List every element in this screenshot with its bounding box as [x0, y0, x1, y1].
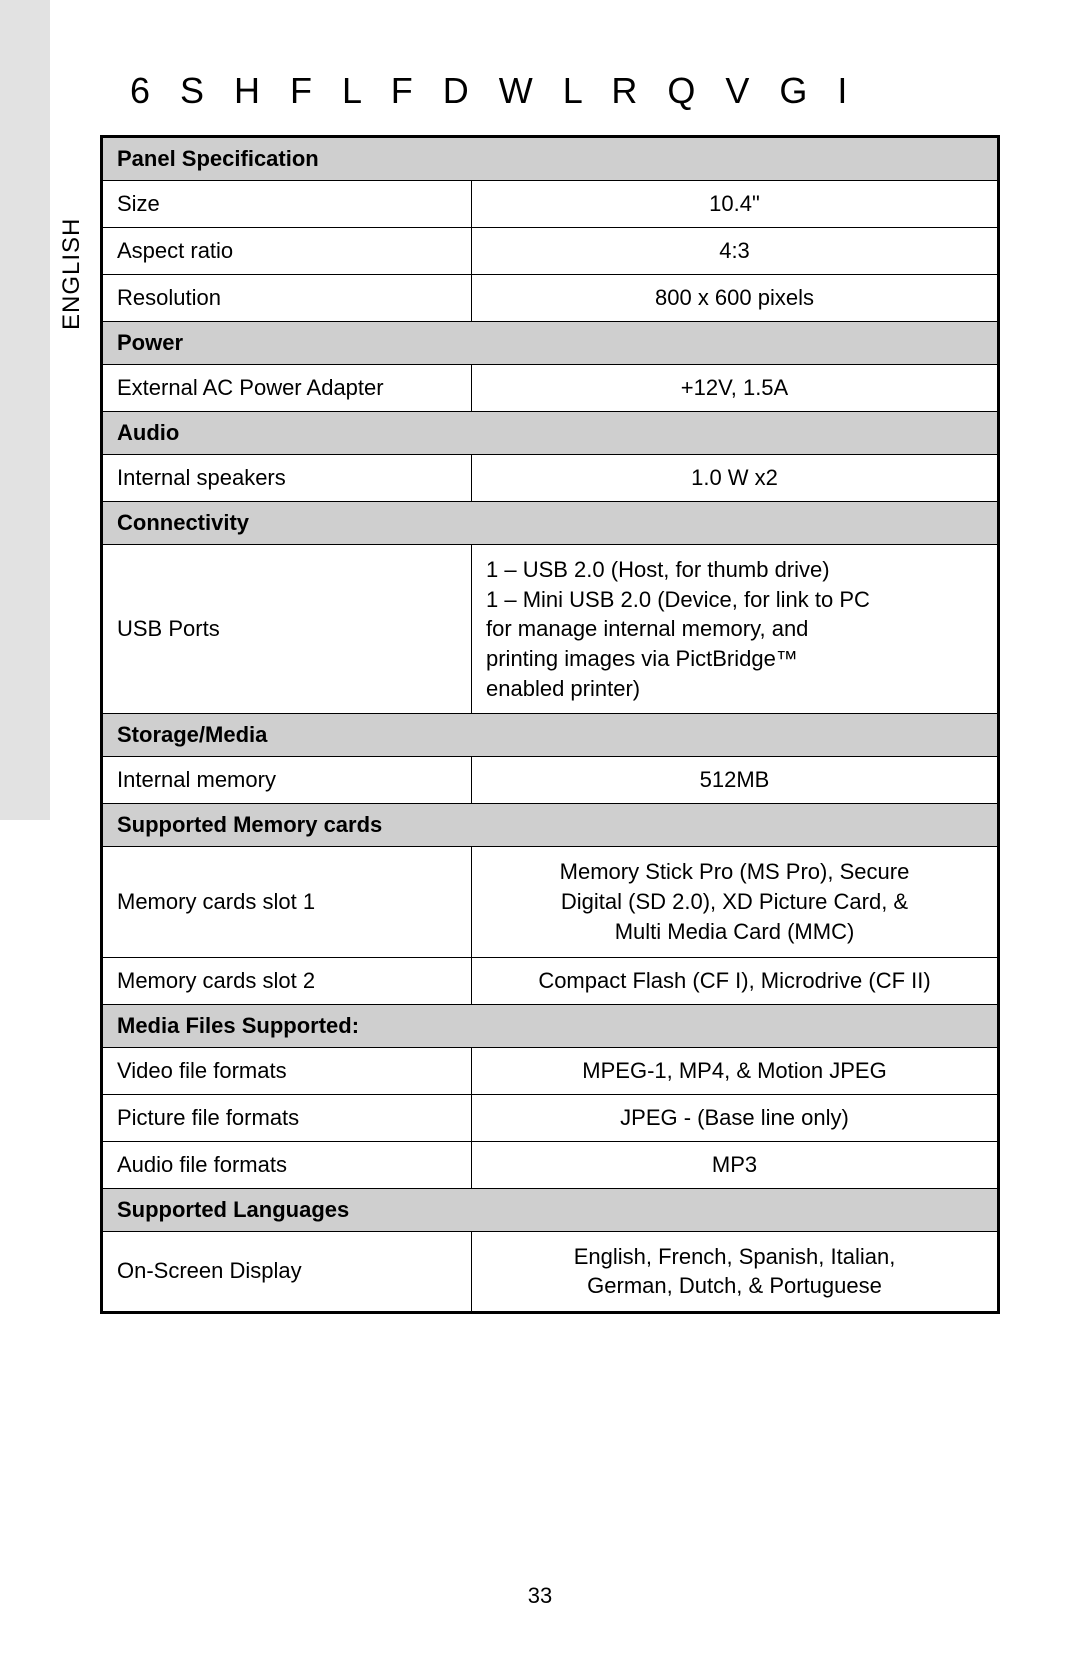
spec-value: English, French, Spanish, Italian,German… — [472, 1231, 999, 1312]
section-header: Audio — [102, 412, 999, 455]
spec-label: Internal memory — [102, 757, 472, 804]
table-row: Internal memory512MB — [102, 757, 999, 804]
table-row: Resolution800 x 600 pixels — [102, 275, 999, 322]
page: ENGLISH 6 S H F L F D W L R Q V G I Pane… — [0, 0, 1080, 1669]
section-title: Storage/Media — [102, 714, 999, 757]
spec-label: Memory cards slot 1 — [102, 847, 472, 957]
spec-value: Compact Flash (CF I), Microdrive (CF II) — [472, 957, 999, 1004]
spec-label: Size — [102, 181, 472, 228]
section-title: Panel Specification — [102, 137, 999, 181]
section-title: Connectivity — [102, 502, 999, 545]
section-header: Connectivity — [102, 502, 999, 545]
spec-value: 1 – USB 2.0 (Host, for thumb drive)1 – M… — [472, 545, 999, 714]
spec-label: Resolution — [102, 275, 472, 322]
page-heading: 6 S H F L F D W L R Q V G I — [130, 70, 857, 112]
spec-value: MP3 — [472, 1141, 999, 1188]
spec-value: JPEG - (Base line only) — [472, 1094, 999, 1141]
section-title: Supported Memory cards — [102, 804, 999, 847]
spec-label: Audio file formats — [102, 1141, 472, 1188]
spec-value: Memory Stick Pro (MS Pro), SecureDigital… — [472, 847, 999, 957]
section-title: Audio — [102, 412, 999, 455]
spec-label: USB Ports — [102, 545, 472, 714]
section-header: Supported Languages — [102, 1188, 999, 1231]
spec-label: Internal speakers — [102, 455, 472, 502]
section-header: Storage/Media — [102, 714, 999, 757]
spec-label: Picture file formats — [102, 1094, 472, 1141]
spec-label: External AC Power Adapter — [102, 365, 472, 412]
spec-value: 4:3 — [472, 228, 999, 275]
section-title: Power — [102, 322, 999, 365]
section-header: Panel Specification — [102, 137, 999, 181]
table-row: Aspect ratio4:3 — [102, 228, 999, 275]
spec-label: On-Screen Display — [102, 1231, 472, 1312]
table-row: Size10.4" — [102, 181, 999, 228]
table-row: On-Screen DisplayEnglish, French, Spanis… — [102, 1231, 999, 1312]
spec-label: Memory cards slot 2 — [102, 957, 472, 1004]
spec-value: 800 x 600 pixels — [472, 275, 999, 322]
table-row: Video file formatsMPEG-1, MP4, & Motion … — [102, 1047, 999, 1094]
section-title: Supported Languages — [102, 1188, 999, 1231]
spec-value: MPEG-1, MP4, & Motion JPEG — [472, 1047, 999, 1094]
table-row: External AC Power Adapter+12V, 1.5A — [102, 365, 999, 412]
table-row: Picture file formatsJPEG - (Base line on… — [102, 1094, 999, 1141]
left-gray-bar — [0, 0, 50, 820]
spec-value: 10.4" — [472, 181, 999, 228]
section-header: Media Files Supported: — [102, 1004, 999, 1047]
table-row: Audio file formatsMP3 — [102, 1141, 999, 1188]
spec-label: Aspect ratio — [102, 228, 472, 275]
sidebar-language-label: ENGLISH — [58, 218, 86, 330]
spec-value: 512MB — [472, 757, 999, 804]
section-header: Power — [102, 322, 999, 365]
specification-table: Panel SpecificationSize10.4"Aspect ratio… — [100, 135, 1000, 1314]
table-row: Memory cards slot 1Memory Stick Pro (MS … — [102, 847, 999, 957]
page-number: 33 — [0, 1583, 1080, 1609]
section-header: Supported Memory cards — [102, 804, 999, 847]
table-row: Internal speakers1.0 W x2 — [102, 455, 999, 502]
spec-value: +12V, 1.5A — [472, 365, 999, 412]
table-row: USB Ports1 – USB 2.0 (Host, for thumb dr… — [102, 545, 999, 714]
spec-label: Video file formats — [102, 1047, 472, 1094]
spec-value: 1.0 W x2 — [472, 455, 999, 502]
section-title: Media Files Supported: — [102, 1004, 999, 1047]
table-row: Memory cards slot 2Compact Flash (CF I),… — [102, 957, 999, 1004]
